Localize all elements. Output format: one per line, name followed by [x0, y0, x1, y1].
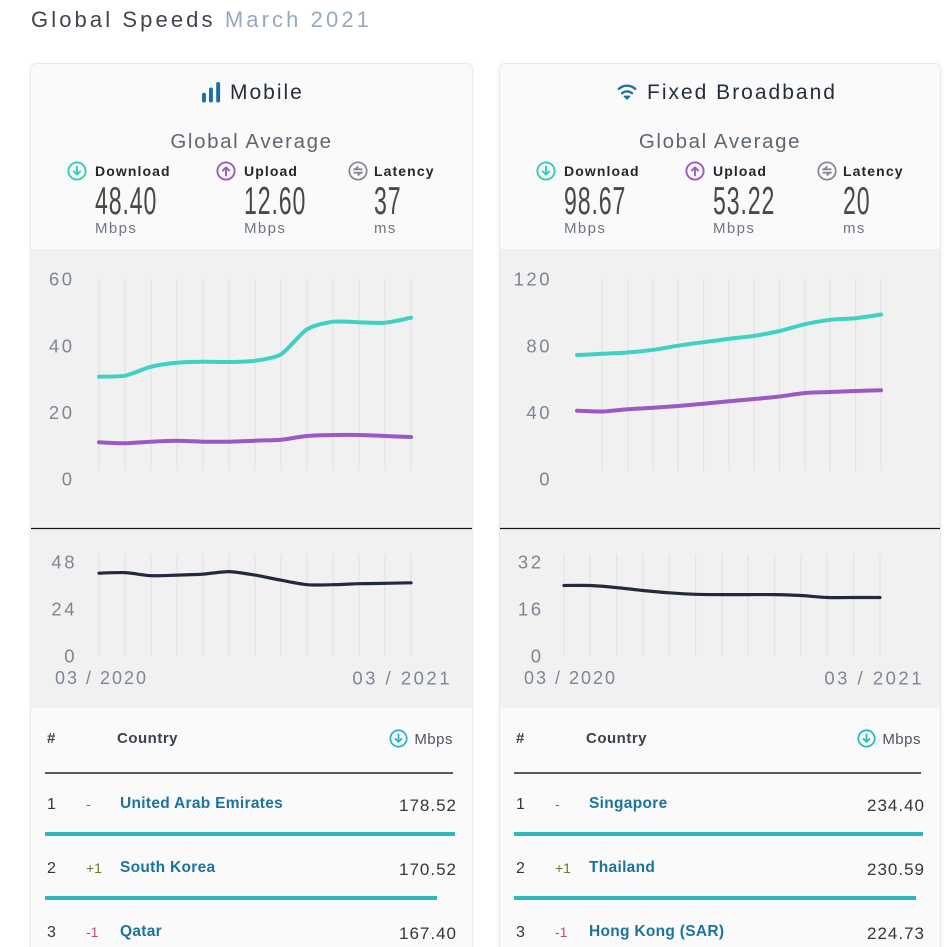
svg-text:80: 80: [526, 336, 552, 357]
svg-text:0: 0: [531, 646, 544, 667]
svg-text:03 / 2021: 03 / 2021: [824, 668, 924, 689]
svg-text:48: 48: [51, 552, 77, 573]
svg-text:32: 32: [518, 552, 544, 573]
svg-text:0: 0: [539, 469, 552, 490]
svg-text:40: 40: [526, 402, 552, 423]
svg-text:20: 20: [49, 402, 75, 423]
svg-text:24: 24: [51, 599, 77, 620]
svg-text:03 / 2021: 03 / 2021: [352, 668, 452, 689]
svg-text:16: 16: [518, 599, 544, 620]
svg-text:03 / 2020: 03 / 2020: [524, 668, 617, 688]
svg-text:03 / 2020: 03 / 2020: [55, 668, 148, 688]
svg-text:0: 0: [64, 646, 77, 667]
svg-text:60: 60: [49, 269, 75, 290]
svg-text:0: 0: [62, 469, 75, 490]
svg-text:120: 120: [514, 269, 552, 290]
svg-text:40: 40: [49, 336, 75, 357]
